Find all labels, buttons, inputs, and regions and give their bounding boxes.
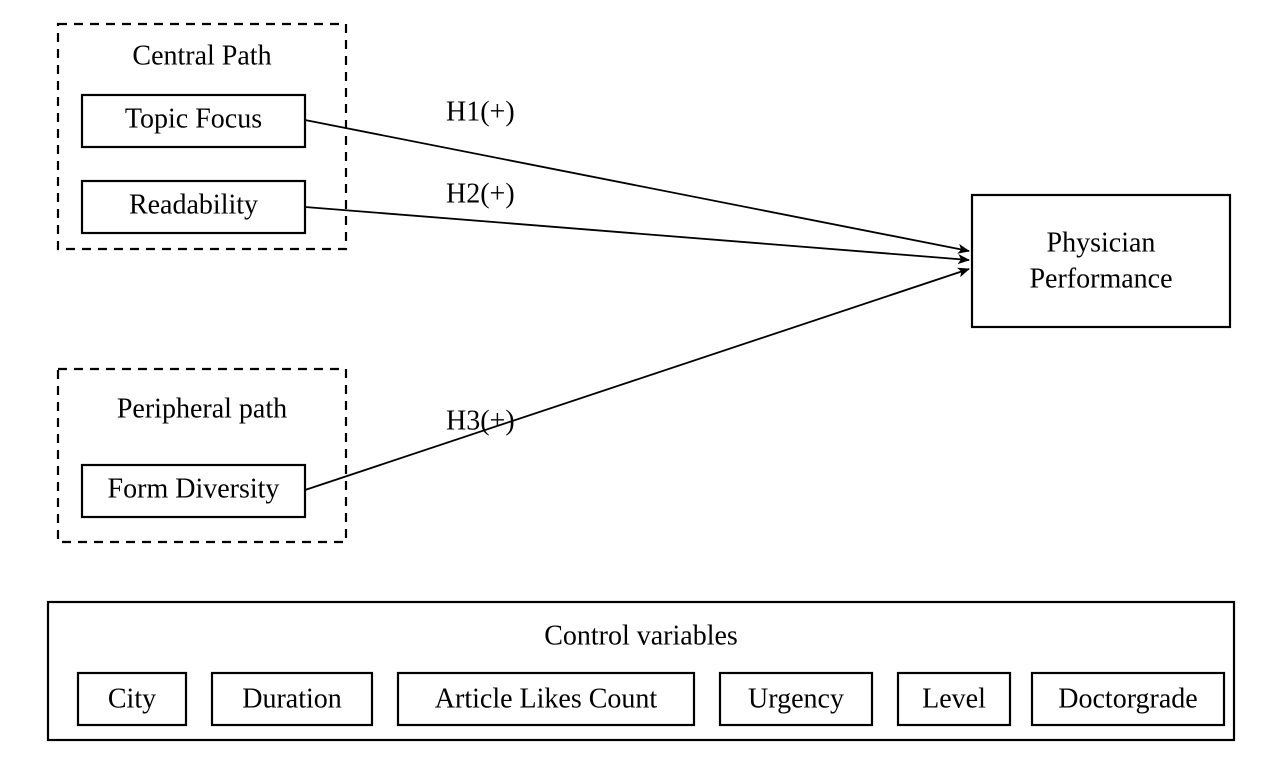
edge-h3 bbox=[305, 269, 969, 490]
edge-h2 bbox=[305, 207, 969, 260]
node-form-diversity-label: Form Diversity bbox=[108, 473, 280, 504]
node-target-line2: Performance bbox=[1029, 263, 1172, 294]
control-label-2: Article Likes Count bbox=[435, 683, 658, 714]
node-readability-label: Readability bbox=[129, 189, 258, 220]
node-target-line1: Physician bbox=[1047, 227, 1156, 258]
control-label-0: City bbox=[108, 683, 156, 714]
edge-h3-label: H3(+) bbox=[446, 405, 515, 436]
node-topic-focus-label: Topic Focus bbox=[125, 103, 262, 134]
control-label-5: Doctorgrade bbox=[1058, 683, 1197, 714]
control-label-4: Level bbox=[922, 683, 986, 714]
controls-title: Control variables bbox=[544, 620, 738, 651]
edge-h1 bbox=[305, 120, 969, 251]
research-model-diagram: Central Path Topic Focus Readability Per… bbox=[0, 0, 1280, 776]
group-peripheral-title: Peripheral path bbox=[117, 393, 287, 424]
group-central-title: Central Path bbox=[132, 40, 271, 71]
node-physician-performance bbox=[972, 195, 1230, 327]
edge-h1-label: H1(+) bbox=[446, 96, 515, 127]
control-label-1: Duration bbox=[242, 683, 342, 714]
control-label-3: Urgency bbox=[748, 683, 844, 714]
edge-h2-label: H2(+) bbox=[446, 178, 515, 209]
